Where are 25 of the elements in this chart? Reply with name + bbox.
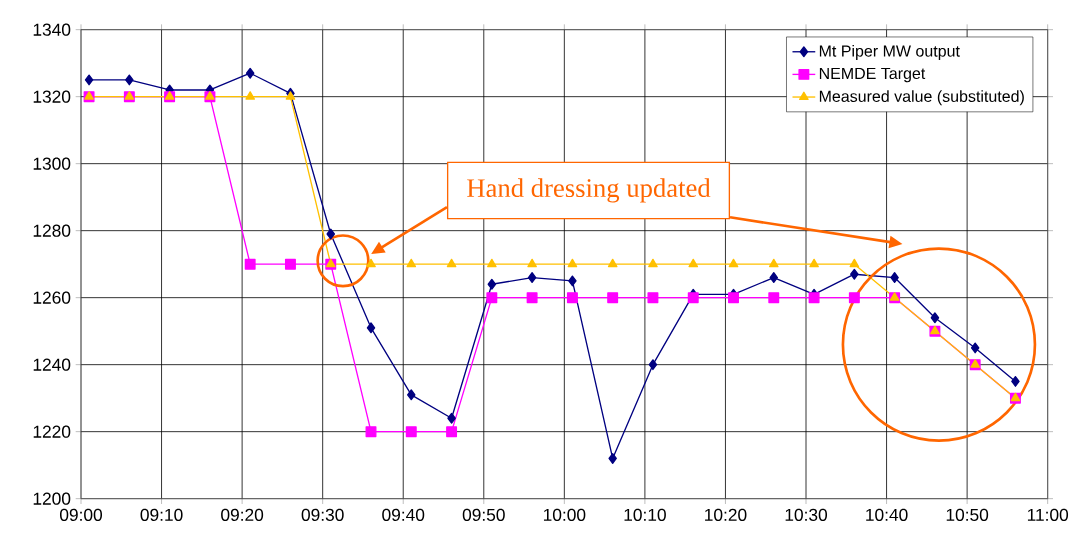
x-tick-label: 09:20 [221,508,264,521]
annotation: Hand dressing updated [467,178,711,203]
legend-label: Mt Piper MW output [819,44,960,60]
x-tick-label: 10:40 [866,508,908,521]
y-tick-label: 1280 [33,224,71,237]
x-tick-label: 10:50 [946,508,989,521]
legend-label: NEMDE Target [819,67,926,83]
y-tick-label: 1200 [33,492,71,505]
x-tick-label: 11:00 [1027,508,1069,521]
y-tick-label: 1320 [33,90,71,103]
y-tick-label: 1300 [33,157,71,170]
x-tick-label: 09:40 [382,508,425,521]
y-tick-label: 1260 [33,291,71,304]
x-tick-label: 10:00 [543,508,586,521]
x-tick-label: 10:10 [624,508,666,521]
y-tick-label: 1240 [33,358,71,371]
x-tick-label: 09:30 [301,508,344,521]
x-tick-label: 09:00 [59,508,103,521]
x-tick-label: 09:10 [140,508,183,521]
y-tick-label: 1220 [33,425,71,438]
legend-label: Measured value (substituted) [819,90,1024,106]
x-tick-label: 10:30 [785,508,828,521]
x-tick-label: 10:20 [705,508,747,521]
x-tick-label: 09:50 [462,508,505,521]
y-tick-label: 1340 [33,23,71,36]
